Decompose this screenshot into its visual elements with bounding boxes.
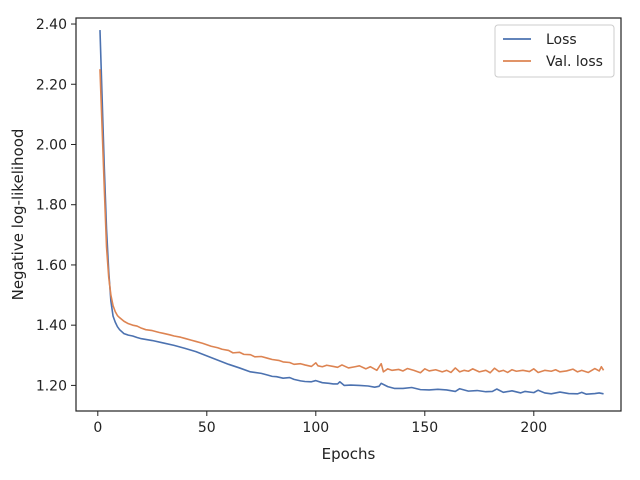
x-tick-label: 100 xyxy=(302,420,329,436)
y-tick-label: 2.40 xyxy=(36,17,67,33)
plot-frame xyxy=(75,17,622,412)
legend-label-loss: Loss xyxy=(546,32,577,48)
x-axis-label: Epochs xyxy=(322,445,376,463)
series-line-loss xyxy=(99,30,604,395)
y-tick-label: 1.80 xyxy=(36,198,67,214)
y-tick-label: 1.20 xyxy=(36,378,67,394)
y-tick-label: 1.40 xyxy=(36,318,67,334)
y-tick-label: 2.00 xyxy=(36,137,67,153)
x-tick-label: 150 xyxy=(411,420,438,436)
x-tick-label: 0 xyxy=(93,420,102,436)
series-layer xyxy=(99,30,605,395)
legend-box xyxy=(494,24,615,78)
y-tick-label: 2.20 xyxy=(36,77,67,93)
legend: Loss Val. loss xyxy=(494,24,615,78)
x-tick-label: 200 xyxy=(520,420,547,436)
legend-label-val-loss: Val. loss xyxy=(546,54,603,70)
ticks-layer: 0 50 100 150 200 1.20 1.40 1.60 1.80 2.00 2.20 2.40 xyxy=(36,17,547,436)
x-tick-label: 50 xyxy=(198,420,216,436)
series-line-val-loss xyxy=(99,69,605,374)
y-axis-label: Negative log-likelihood xyxy=(9,129,27,301)
y-tick-label: 1.60 xyxy=(36,258,67,274)
